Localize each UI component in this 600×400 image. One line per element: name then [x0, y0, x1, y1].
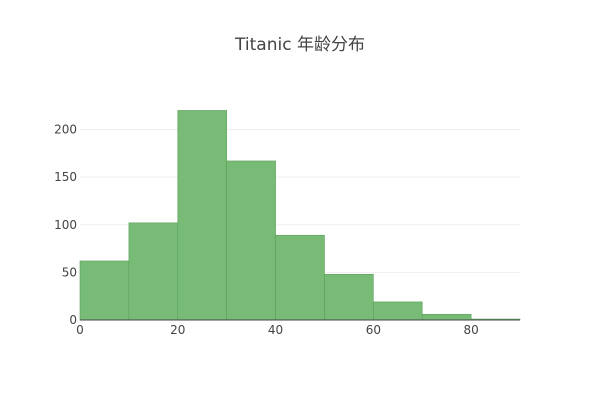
x-tick-label-4: 80: [463, 323, 478, 337]
x-tick-label-2: 40: [268, 323, 283, 337]
y-tick-label-4: 200: [54, 123, 77, 137]
y-tick-label-2: 100: [54, 218, 77, 232]
y-tick-label-1: 50: [62, 265, 77, 279]
histogram-bar-4: [275, 234, 325, 321]
x-tick-label-3: 60: [366, 323, 381, 337]
y-tick-label-0: 0: [69, 313, 77, 327]
histogram-bar-1: [128, 222, 179, 321]
histogram-bar-0: [79, 260, 130, 321]
y-tick-label-3: 150: [54, 170, 77, 184]
histogram-bar-7: [421, 313, 472, 321]
histogram-bar-3: [226, 160, 276, 321]
chart-title: Titanic 年龄分布: [234, 35, 365, 55]
x-tick-label-1: 20: [170, 323, 185, 337]
histogram-bar-6: [373, 301, 423, 321]
x-tick-label-0: 0: [76, 323, 84, 337]
histogram-bar-5: [324, 273, 374, 321]
axes: 0 50 100 150 200 0 20 40 60 80: [54, 123, 520, 337]
histogram-bar-2: [177, 110, 227, 321]
bars: [79, 110, 521, 321]
